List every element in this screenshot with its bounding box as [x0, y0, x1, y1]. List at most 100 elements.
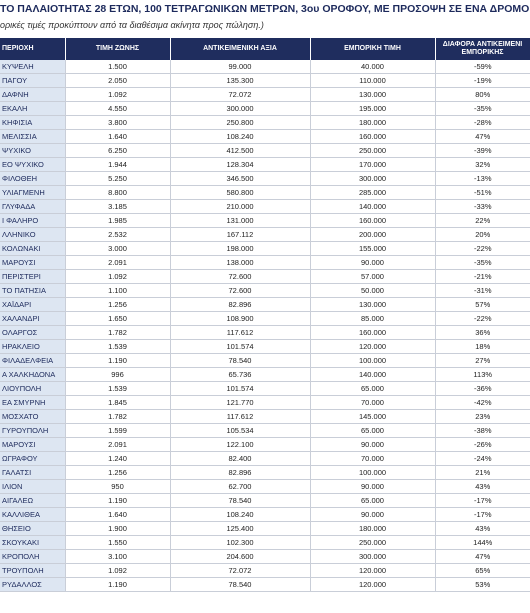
value-cell: 2.091: [65, 255, 171, 270]
value-cell: 90.000: [310, 507, 436, 522]
value-cell: 125.400: [170, 521, 311, 536]
title: ΤΟ ΠΑΛΑΙΟΤΗΤΑΣ 28 ΕΤΩΝ, 100 ΤΕΤΡΑΓΩΝΙΚΩΝ…: [0, 3, 530, 15]
table-body: ΚΥΨΕΛΗ 1.500 99.000 40.000 -59% ΠΑΓΟΥ 2.050 135…: [0, 60, 530, 592]
region-cell: ΦΙΛΑΔΕΛΦΕΙΑ: [0, 353, 66, 368]
value-cell: 100.000: [310, 465, 436, 480]
table-row: ΜΕΛΙΣΣΙΑ 1.640 108.240 160.000 47%: [0, 129, 530, 144]
table-row: ΗΡΑΚΛΕΙΟ 1.539 101.574 120.000 18%: [0, 339, 530, 354]
value-cell: 85.000: [310, 311, 436, 326]
header-row: ΠΕΡΙΟΧΗ ΤΙΜΗ ΖΩΝΗΣ ΑΝΤΙΚΕΙΜΕΝΙΚΗ ΑΞΙΑ ΕΜΠΟΡ…: [0, 38, 530, 60]
value-cell: -35%: [435, 255, 530, 270]
value-cell: -28%: [435, 115, 530, 130]
value-cell: 1.500: [65, 60, 171, 74]
value-cell: -33%: [435, 199, 530, 214]
value-cell: 145.000: [310, 409, 436, 424]
value-cell: 117.612: [170, 409, 311, 424]
value-cell: 101.574: [170, 381, 311, 396]
value-cell: 72.072: [170, 87, 311, 102]
value-cell: 120.000: [310, 339, 436, 354]
subtitle: ορικές τιμές προκύπτουν από τα διαθέσιμα…: [0, 20, 264, 30]
region-cell: ΤΟ ΠΑΤΗΣΙΑ: [0, 283, 66, 298]
value-cell: -35%: [435, 101, 530, 116]
region-cell: ΕΑ ΣΜΥΡΝΗ: [0, 395, 66, 410]
value-cell: 1.640: [65, 507, 171, 522]
value-cell: 2.050: [65, 73, 171, 88]
table-row: ΤΡΟΥΠΟΛΗ 1.092 72.072 120.000 65%: [0, 563, 530, 578]
region-cell: ΛΛΗΝΙΚΟ: [0, 227, 66, 242]
column-header: ΤΙΜΗ ΖΩΝΗΣ: [65, 38, 171, 60]
value-cell: -22%: [435, 311, 530, 326]
value-cell: 130.000: [310, 87, 436, 102]
value-cell: 20%: [435, 227, 530, 242]
region-cell: ΙΛΙΟΝ: [0, 479, 66, 494]
value-cell: 108.900: [170, 311, 311, 326]
table-row: ΧΑΪΔΑΡΙ 1.256 82.896 130.000 57%: [0, 297, 530, 312]
value-cell: 160.000: [310, 129, 436, 144]
value-cell: 100.000: [310, 353, 436, 368]
value-cell: 135.300: [170, 73, 311, 88]
value-cell: 120.000: [310, 577, 436, 592]
value-cell: 90.000: [310, 437, 436, 452]
value-cell: 128.304: [170, 157, 311, 172]
value-cell: 285.000: [310, 185, 436, 200]
table-row: Α ΧΑΛΚΗΔΟΝΑ 996 65.736 140.000 113%: [0, 367, 530, 382]
value-cell: 3.185: [65, 199, 171, 214]
region-cell: ΣΚΟΥΚΑΚΙ: [0, 535, 66, 550]
column-header: ΔΙΑΦΟΡΑ ΑΝΤΙΚΕΙΜΕΝΙ ΕΜΠΟΡΙΚΗΣ: [435, 38, 530, 60]
value-cell: 170.000: [310, 157, 436, 172]
value-cell: 23%: [435, 409, 530, 424]
value-cell: 160.000: [310, 213, 436, 228]
value-cell: 1.782: [65, 325, 171, 340]
region-cell: ΓΥΡΟΥΠΟΛΗ: [0, 423, 66, 438]
value-cell: 36%: [435, 325, 530, 340]
value-cell: 1.985: [65, 213, 171, 228]
value-cell: -31%: [435, 283, 530, 298]
value-cell: 167.112: [170, 227, 311, 242]
value-cell: 65.000: [310, 493, 436, 508]
value-cell: 8.800: [65, 185, 171, 200]
region-cell: ΘΗΣΕΙΟ: [0, 521, 66, 536]
value-cell: -13%: [435, 171, 530, 186]
value-cell: 1.100: [65, 283, 171, 298]
value-cell: 72.600: [170, 269, 311, 284]
table-row: ΤΟ ΠΑΤΗΣΙΑ 1.100 72.600 50.000 -31%: [0, 283, 530, 298]
region-cell: ΤΡΟΥΠΟΛΗ: [0, 563, 66, 578]
region-cell: ΕΚΑΛΗ: [0, 101, 66, 116]
value-cell: 300.000: [310, 171, 436, 186]
table-row: ΩΓΡΑΦΟΥ 1.240 82.400 70.000 -24%: [0, 451, 530, 466]
value-cell: 72.072: [170, 563, 311, 578]
region-cell: ΠΑΓΟΥ: [0, 73, 66, 88]
value-cell: 1.256: [65, 465, 171, 480]
value-cell: 144%: [435, 535, 530, 550]
table-row: ΧΑΛΑΝΔΡΙ 1.650 108.900 85.000 -22%: [0, 311, 530, 326]
value-cell: 62.700: [170, 479, 311, 494]
region-cell: ΚΥΨΕΛΗ: [0, 60, 66, 74]
region-cell: ΗΡΑΚΛΕΙΟ: [0, 339, 66, 354]
region-cell: Α ΧΑΛΚΗΔΟΝΑ: [0, 367, 66, 382]
column-header: ΠΕΡΙΟΧΗ: [0, 38, 66, 60]
region-cell: ΩΓΡΑΦΟΥ: [0, 451, 66, 466]
value-cell: 18%: [435, 339, 530, 354]
table-row: ΠΕΡΙΣΤΕΡΙ 1.092 72.600 57.000 -21%: [0, 269, 530, 284]
value-cell: 82.896: [170, 465, 311, 480]
value-cell: -36%: [435, 381, 530, 396]
value-cell: 47%: [435, 549, 530, 564]
table-row: ΥΛΙΑΓΜΕΝΗ 8.800 580.800 285.000 -51%: [0, 185, 530, 200]
value-cell: 200.000: [310, 227, 436, 242]
value-cell: 180.000: [310, 115, 436, 130]
column-header: ΕΜΠΟΡΙΚΗ ΤΙΜΗ: [310, 38, 436, 60]
table-row: ΕΚΑΛΗ 4.550 300.000 195.000 -35%: [0, 101, 530, 116]
table-row: ΛΙΟΥΠΟΛΗ 1.539 101.574 65.000 -36%: [0, 381, 530, 396]
value-cell: 140.000: [310, 199, 436, 214]
value-cell: 180.000: [310, 521, 436, 536]
region-cell: ΔΑΦΝΗ: [0, 87, 66, 102]
value-cell: 1.190: [65, 577, 171, 592]
value-cell: 32%: [435, 157, 530, 172]
value-cell: 1.240: [65, 451, 171, 466]
region-cell: ΜΕΛΙΣΣΙΑ: [0, 129, 66, 144]
value-cell: 78.540: [170, 353, 311, 368]
region-cell: ΨΥΧΙΚΟ: [0, 143, 66, 158]
table-row: ΛΛΗΝΙΚΟ 2.532 167.112 200.000 20%: [0, 227, 530, 242]
region-cell: ΛΙΟΥΠΟΛΗ: [0, 381, 66, 396]
